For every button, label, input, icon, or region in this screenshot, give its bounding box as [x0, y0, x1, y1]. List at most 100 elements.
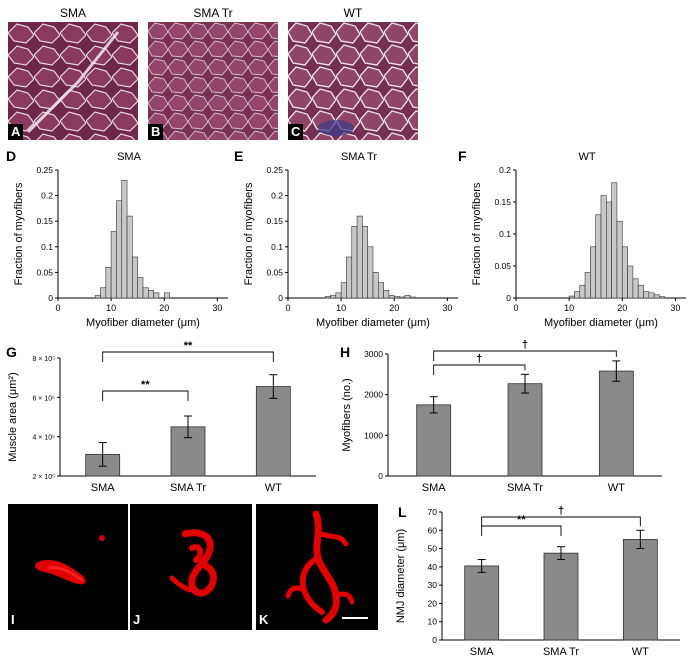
- y-tick-label: 0.25: [36, 165, 53, 175]
- chart-title: WT: [578, 151, 595, 163]
- histogram-bar: [616, 220, 623, 299]
- y-axis-label: NMJ diameter (μm): [395, 529, 407, 623]
- nmj-stain: [35, 535, 105, 585]
- y-axis-label: Muscle area (μm²): [7, 372, 19, 461]
- panel-letter-g: G: [6, 344, 17, 360]
- x-tick-label: 0: [513, 303, 518, 313]
- histogram-bar: [362, 226, 368, 299]
- bar-sma: [464, 565, 500, 641]
- histogram-bar: [340, 282, 347, 299]
- histogram-bar: [409, 296, 416, 299]
- bar-chart-muscle-area: 2 × 10⁵ 4 × 10⁵ 6 × 10⁵ 8 × 10⁵ SMA SMA Tr WT *…: [7, 340, 316, 494]
- x-tick-label: 20: [617, 303, 627, 313]
- histogram-bar: [94, 295, 101, 299]
- panel-letter-h: H: [340, 344, 351, 360]
- nmj-stain: [285, 510, 368, 624]
- bar-wt: [598, 370, 634, 477]
- histogram-bar: [611, 182, 618, 299]
- y-tick-label: 8 × 10⁵: [32, 356, 55, 363]
- y-tick-label: 0: [506, 293, 511, 303]
- histogram-bar: [148, 290, 154, 299]
- histogram-bar: [653, 294, 660, 299]
- histogram-bar: [404, 295, 411, 299]
- panel-letter-k: K: [256, 612, 272, 628]
- muscle-section-photo-sma: [8, 22, 138, 140]
- muscle-fiber-texture: [8, 22, 138, 140]
- x-tick-label: 30: [212, 303, 222, 313]
- y-axis-label: Fraction of myofibers: [471, 182, 483, 285]
- x-axis-label: Myofiber diameter (μm): [86, 317, 200, 329]
- y-tick-label: 0.2: [499, 165, 511, 175]
- panel-letter-l: L: [398, 504, 407, 520]
- histogram-bar: [324, 296, 331, 299]
- x-tick-label: 10: [106, 303, 116, 313]
- histogram-bar: [372, 272, 379, 299]
- significance-bracket: [433, 364, 526, 375]
- y-tick-label: 0.1: [271, 242, 283, 252]
- y-tick-label: 0.05: [36, 267, 53, 277]
- panel-letter-f: F: [458, 148, 467, 164]
- x-tick-label: SMA Tr: [170, 482, 206, 494]
- y-axis-label: Fraction of myofibers: [243, 182, 255, 285]
- histogram-bar: [116, 200, 123, 299]
- histogram-bar: [330, 295, 337, 299]
- histogram-wt: WT 0 0.05 0.1 0.15 0.2 0 10 20 30 Myofiber diamete…: [471, 151, 686, 329]
- panel-letter-j: J: [130, 612, 144, 628]
- significance-label: **: [517, 514, 526, 526]
- histogram-bar: [105, 266, 112, 299]
- y-tick-label: 0.2: [41, 191, 53, 201]
- histogram-bar: [121, 179, 128, 299]
- panel-letter-i: I: [8, 612, 18, 628]
- histogram-bar: [637, 284, 644, 299]
- significance-bracket: [102, 351, 274, 362]
- histogram-bar: [600, 195, 607, 299]
- x-tick-label: 0: [285, 303, 290, 313]
- bar-sma: [416, 404, 452, 477]
- histogram-bar: [110, 231, 117, 299]
- y-tick-label: 30: [428, 580, 438, 590]
- panel-c-title: WT: [343, 6, 363, 20]
- y-tick-label: 0: [278, 293, 283, 303]
- histogram-sma: SMA 0 0.05 0.1 0.15 0.2 0.25 0 10 20 30 Myofiber di…: [13, 151, 228, 329]
- histogram-bar: [378, 282, 384, 299]
- histogram-bar: [356, 215, 363, 299]
- y-tick-label: 0.05: [266, 267, 283, 277]
- y-tick-label: 1000: [364, 430, 383, 440]
- histogram-bar: [388, 295, 395, 299]
- histogram-bar: [335, 292, 342, 299]
- histogram-bar: [643, 291, 650, 299]
- panel-letter-a: A: [8, 124, 24, 140]
- histogram-bar: [346, 256, 353, 299]
- y-tick-label: 0: [378, 471, 383, 481]
- histogram-bar: [399, 296, 406, 299]
- y-tick-label: 0: [432, 635, 437, 645]
- histogram-bar: [632, 278, 639, 299]
- x-tick-label: 20: [159, 303, 169, 313]
- y-tick-label: 40: [428, 562, 438, 572]
- muscle-fiber-texture: [148, 22, 278, 140]
- histogram-bar: [595, 214, 602, 299]
- histogram-bar: [142, 287, 149, 299]
- histogram-bar: [621, 246, 628, 299]
- y-tick-label: 4 × 10⁵: [32, 435, 55, 442]
- y-tick-label: 0.1: [41, 242, 53, 252]
- histogram-bar: [163, 292, 170, 299]
- y-tick-label: 0.2: [271, 191, 283, 201]
- bar-chart-nmj-diameter: 0 10 20 30 40 50 60 70 SMA SMA Tr WT ** † NMJ diamete…: [395, 505, 680, 658]
- panel-letter-e: E: [234, 148, 244, 164]
- histogram-sma-tr: SMA Tr 0 0.05 0.1 0.15 0.2 0.25 0 10 20 30 Myofiber…: [243, 151, 458, 329]
- significance-bracket: [433, 350, 617, 361]
- histogram-bar: [153, 292, 160, 299]
- x-tick-label: SMA Tr: [543, 646, 579, 658]
- nmj-image-wt: [256, 504, 378, 630]
- histogram-bar: [100, 287, 107, 299]
- nmj-stain: [169, 529, 217, 597]
- y-tick-label: 70: [428, 507, 438, 517]
- x-tick-label: SMA Tr: [507, 482, 543, 494]
- nmj-image-sma-tr: [130, 504, 252, 630]
- significance-bracket: [102, 390, 189, 401]
- histogram-bar: [568, 295, 575, 299]
- x-tick-label: 20: [389, 303, 399, 313]
- histogram-bar: [351, 226, 358, 299]
- significance-label: †: [476, 353, 482, 365]
